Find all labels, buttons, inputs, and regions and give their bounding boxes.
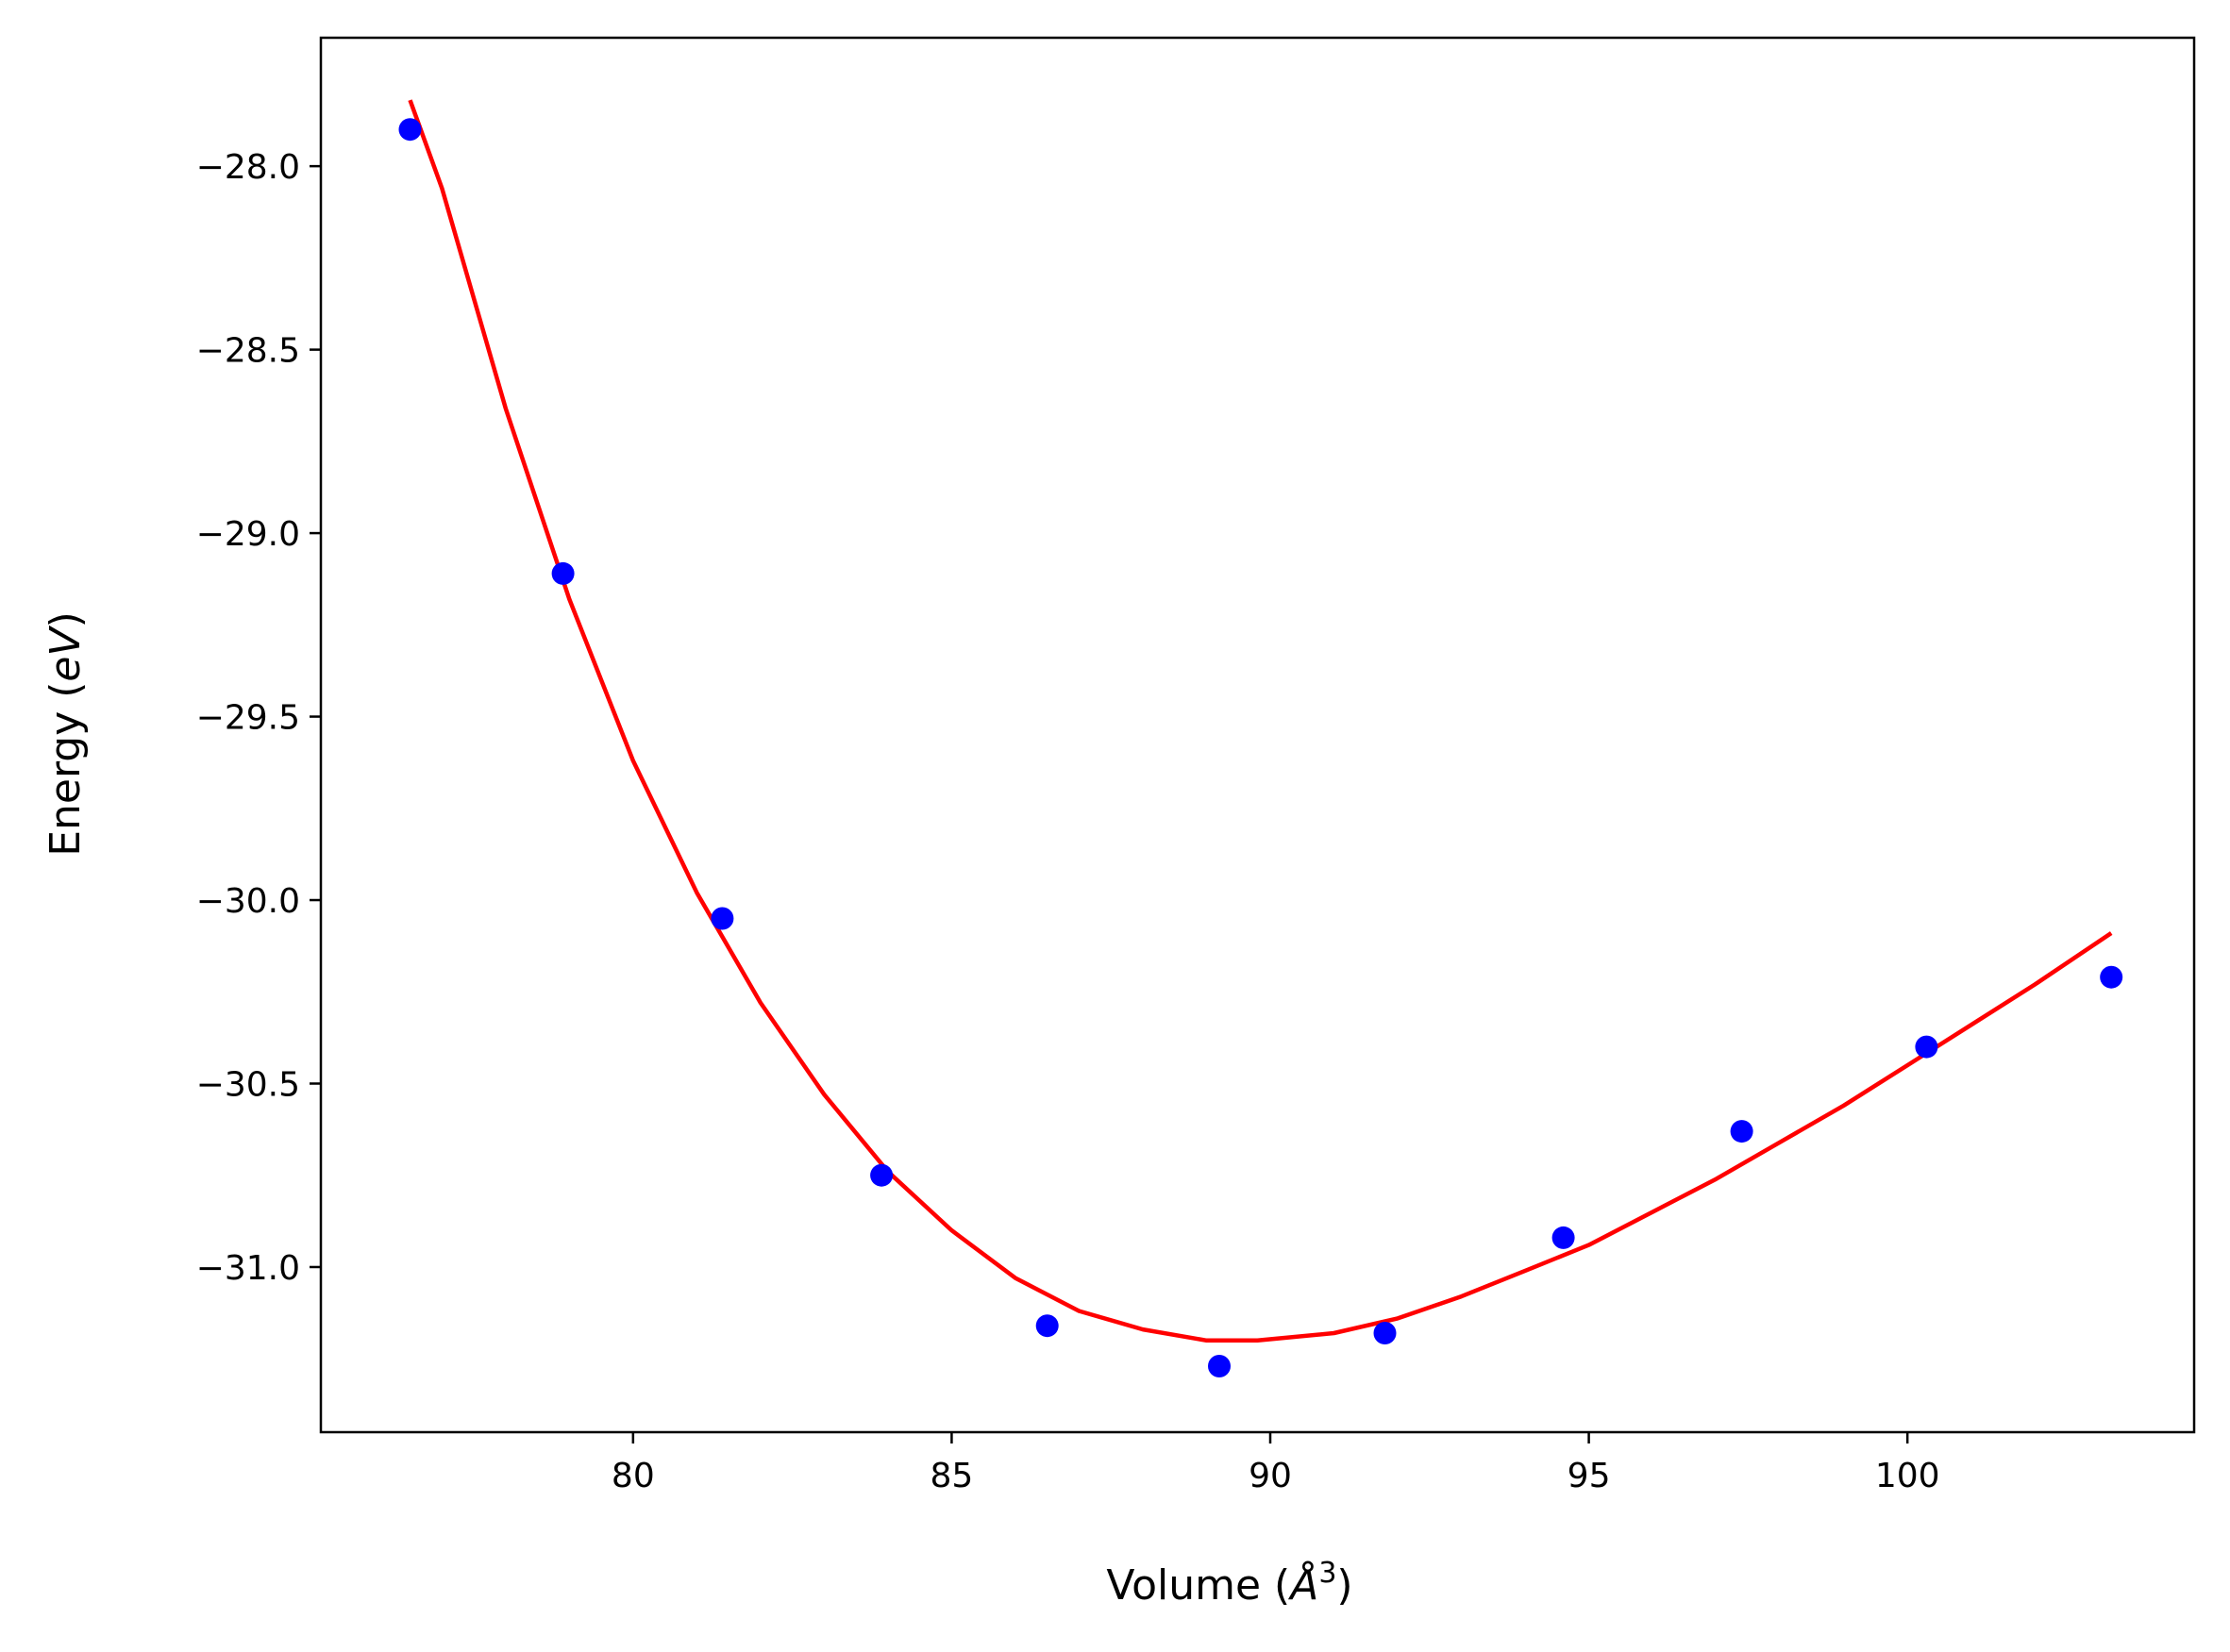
data-point [1551,1226,1575,1249]
x-axis-label: Volume (Å3) [1106,1557,1352,1610]
data-point [1035,1314,1059,1338]
data-point [1208,1355,1231,1377]
y-tick-label: −31.0 [196,1249,300,1288]
data-point [711,907,734,930]
y-tick-label: −30.5 [196,1066,300,1105]
x-tick-label: 100 [1875,1457,1940,1495]
axes-layer [319,36,2196,1434]
x-tick-label: 85 [931,1457,974,1495]
y-tick-label: −28.5 [196,332,300,371]
fit-curve-layer [408,99,2113,1343]
plot-background [321,38,2194,1432]
data-point [2100,965,2123,989]
y-axis-label-symbol: eV [42,626,90,682]
data-point [1915,1035,1938,1059]
data-point [870,1163,894,1187]
y-axis-label-close: ) [42,611,90,627]
y-tick-label: −30.0 [196,882,300,921]
x-axis-ticks: 80 85 90 95 100 [612,1432,1940,1495]
y-tick-label: −29.5 [196,699,300,738]
x-axis-label-symbol: Å [1287,1560,1318,1610]
data-point [551,561,575,585]
fit-curve-line [408,99,2113,1343]
y-axis-label-text: Energy ( [42,682,90,857]
y-axis-label: Energy (eV) [42,611,90,857]
y-axis-ticks: −28.0 −28.5 −29.0 −29.5 −30.0 −30.5 −31.0 [196,148,321,1288]
x-tick-label: 90 [1249,1457,1292,1495]
data-point [398,118,422,142]
x-tick-label: 80 [612,1457,655,1495]
plot-area [321,38,2194,1432]
x-axis-label-sup: 3 [1318,1557,1336,1590]
x-axis-label-close: ) [1336,1561,1352,1610]
x-axis-label-text: Volume ( [1106,1561,1290,1610]
x-tick-label: 95 [1568,1457,1611,1495]
y-tick-label: −29.0 [196,515,300,554]
axes-frame [319,36,2196,1434]
y-tick-label: −28.0 [196,148,300,187]
data-point [1373,1322,1397,1344]
data-point [1730,1120,1753,1143]
data-points-layer [398,118,2123,1377]
